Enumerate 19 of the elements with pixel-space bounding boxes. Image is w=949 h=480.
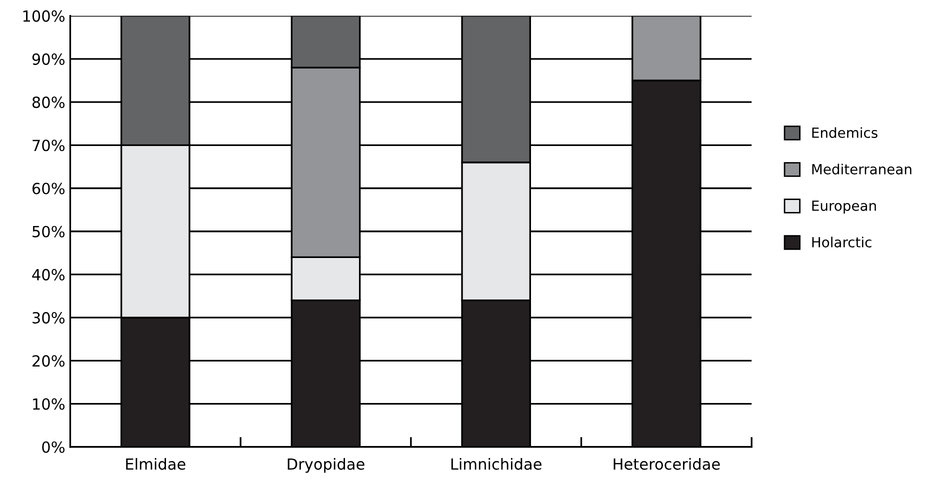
y-tick-label: 30% <box>32 312 65 324</box>
y-tick-label: 70% <box>32 140 65 152</box>
legend-label: Holarctic <box>812 236 872 248</box>
y-tick-label: 40% <box>32 268 65 280</box>
y-tick-label: 90% <box>32 53 65 65</box>
x-tick-label: Limnichidae <box>451 458 542 470</box>
legend-label: Mediterranean <box>812 164 912 174</box>
x-tick-label: Dryopidae <box>288 458 364 473</box>
y-tick-label: 20% <box>32 355 65 367</box>
y-tick-label: 60% <box>32 182 65 194</box>
y-tick-label: 80% <box>32 96 65 108</box>
x-tick-label: Heteroceridae <box>614 458 720 470</box>
y-tick-label: 10% <box>33 398 65 410</box>
y-tick-label: 100% <box>23 10 65 22</box>
x-tick-label: Elmidae <box>126 458 186 470</box>
y-tick-label: 0% <box>42 441 65 453</box>
legend-label: Endemics <box>812 127 878 138</box>
legend-label: European <box>812 200 876 214</box>
y-tick-label: 50% <box>32 226 65 238</box>
